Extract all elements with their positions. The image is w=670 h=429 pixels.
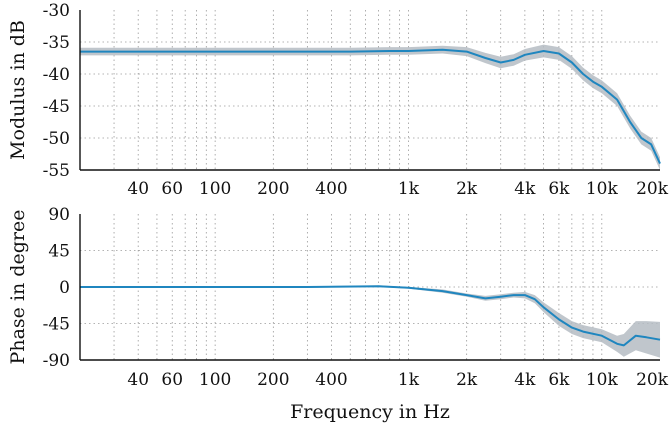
x-tick-label: 60 (161, 179, 183, 199)
x-tick-label: 20k (636, 179, 669, 199)
series-line (80, 285, 661, 347)
x-tick-label: 100 (199, 179, 231, 199)
x-tick-label: 10k (586, 370, 619, 390)
y-tick-label: -55 (43, 161, 70, 181)
x-tick-label: 400 (315, 370, 347, 390)
y-tick-label: -90 (43, 351, 70, 371)
y-tick-label: 90 (48, 205, 70, 225)
y-tick-label: -40 (43, 65, 70, 85)
y-tick-label: -45 (43, 315, 70, 335)
y-tick-label: -30 (43, 1, 70, 21)
x-tick-label: 10k (586, 179, 619, 199)
y-tick-label: 45 (48, 242, 70, 262)
x-tick-label: 100 (199, 370, 231, 390)
x-tick-label: 40 (127, 179, 149, 199)
x-tick-label: 1k (398, 179, 420, 199)
x-axis-label: Frequency in Hz (290, 401, 450, 423)
grid (80, 10, 660, 170)
y-tick-label: -35 (43, 33, 70, 53)
x-tick-label: 40 (127, 370, 149, 390)
y-axis-label: Modulus in dB (7, 20, 29, 160)
y-tick-label: -45 (43, 97, 70, 117)
chart-panel-phase: 90 45 0 -45 -90 40 60 100 200 400 1k 2k 4k 6k 10k 20k Ph… (7, 205, 669, 423)
y-tick-label: -50 (43, 129, 70, 149)
x-tick-label: 1k (398, 370, 420, 390)
x-tick-label: 2k (456, 179, 478, 199)
series-confidence-band (80, 285, 660, 358)
x-tick-label: 6k (548, 179, 570, 199)
series-line (80, 48, 661, 165)
x-tick-label: 2k (456, 370, 478, 390)
y-tick-label: 0 (59, 278, 70, 298)
chart-panel-modulus: -30 -35 -40 -45 -50 -55 40 60 100 200 400 1k 2k 4k 6k 1… (7, 1, 669, 199)
y-axis-label: Phase in degree (7, 210, 29, 365)
x-tick-label: 200 (257, 179, 289, 199)
x-tick-label: 20k (636, 370, 669, 390)
x-tick-label: 200 (257, 370, 289, 390)
x-tick-label: 4k (514, 370, 536, 390)
x-tick-label: 60 (161, 370, 183, 390)
x-tick-label: 4k (514, 179, 536, 199)
x-tick-label: 400 (315, 179, 347, 199)
x-tick-label: 6k (548, 370, 570, 390)
